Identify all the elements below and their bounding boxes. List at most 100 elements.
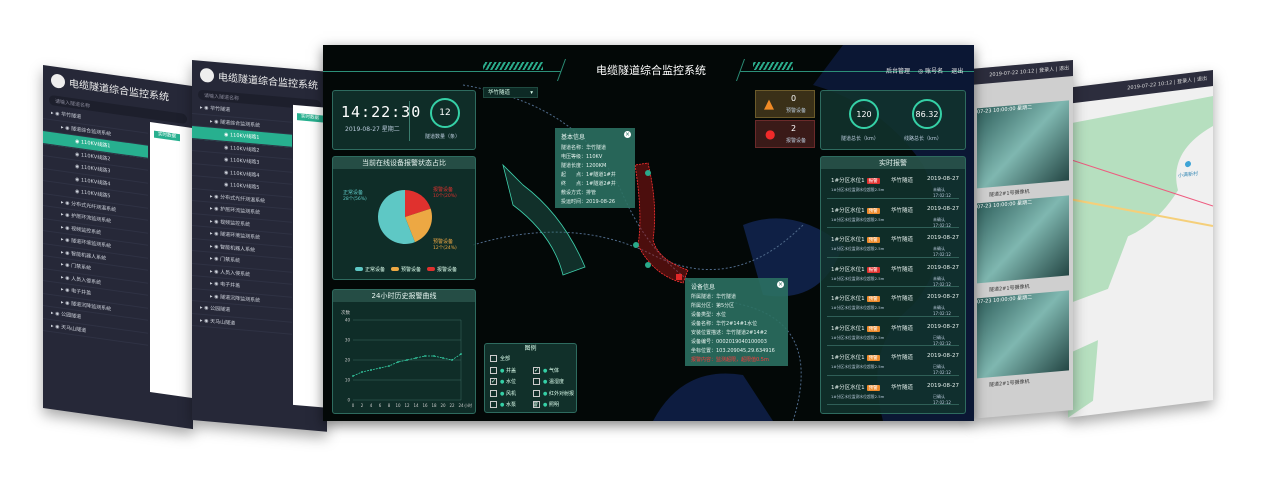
tunnel-select[interactable]: 华竹隧道 ▾ <box>483 87 538 98</box>
x-tick-label: 22 <box>449 403 455 408</box>
length-stats-panel: 120 隧道总长（km） 86.32 线路总长（km） <box>820 90 966 150</box>
data-point <box>379 367 381 369</box>
device-type-icon: ● <box>543 402 549 408</box>
device-type-icon: ● <box>500 367 506 374</box>
info-row: 电压等级：110KV <box>561 154 603 160</box>
top-bar: 2019-07-22 10:12 | 登录人 | 退出 <box>973 60 1073 85</box>
account-menu[interactable]: ◎ 账号名 <box>918 68 944 75</box>
pie-slice-0 <box>378 190 415 244</box>
legend-swatch <box>355 267 363 271</box>
data-point <box>451 359 453 361</box>
data-point <box>460 353 462 355</box>
back-screen-left-1: 电缆隧道综合监控系统 请输入隧道名称 ▸ ◉ 华竹隧道 ▸ ◉ 隧道综合监测系统 ◉… <box>43 65 193 430</box>
logout-link[interactable]: 退出 <box>951 68 964 75</box>
series-line <box>352 353 462 377</box>
alarm-item[interactable]: 1#分区水位1 报警 华竹隧道 2019-08-27 1#分区水位监测水位超限2.… <box>827 169 959 199</box>
level-badge: 预警 <box>866 384 880 391</box>
x-tick-label: 8 <box>388 403 391 408</box>
slice-value-label: 12个(24%) <box>433 245 457 251</box>
x-tick-label: 12 <box>404 403 410 408</box>
alarm-content: 报警内容：监测超限，超限值0.5m <box>691 357 769 363</box>
level-badge: 报警 <box>866 266 880 273</box>
alarm-device-box[interactable]: ● 2 报警设备 <box>755 120 815 148</box>
tab-realtime-data[interactable]: 实时数据 <box>297 113 323 123</box>
map-view[interactable] <box>1067 86 1214 418</box>
clock-date: 2019-08-27 星期二 <box>345 126 400 133</box>
y-tick-label: 40 <box>345 318 351 323</box>
close-icon[interactable]: × <box>777 281 784 288</box>
logo-icon <box>200 67 214 83</box>
back-screen-right-map: 2019-07-22 10:12 | 登录人 | 退出 小满新村 <box>1067 70 1214 418</box>
legend-checkbox[interactable]: ● 温湿度 <box>533 377 576 389</box>
y-tick-label: 20 <box>345 358 351 363</box>
alarm-item[interactable]: 1#分区水位1 预警 华竹隧道 2019-08-27 1#分区水位监测水位超限2.… <box>827 346 959 376</box>
tab-realtime-data[interactable]: 实时数据 <box>154 130 180 142</box>
y-axis-label: 次数 <box>341 309 350 316</box>
legend-checkbox[interactable]: ● 照明 <box>533 400 576 412</box>
alarm-item[interactable]: 1#分区水位1 报警 华竹隧道 2019-08-27 1#分区水位监测水位超限2.… <box>827 258 959 287</box>
content-area: 实时数据 <box>150 122 193 399</box>
content-area: 实时数据 <box>293 104 327 408</box>
info-row: 坐标位置：103.209045,29.634916 <box>691 348 775 354</box>
device-info-popup: 设备信息 × 所属隧道：华竹隧道 所属分区：第5分区 设备类型：水位 设备名称：华竹2… <box>685 278 788 366</box>
pie-chart: 正常设备28个(56%)正常设备预警设备12个(24%)预警设备报警设备10个(… <box>343 186 457 273</box>
alarm-list[interactable]: 1#分区水位1 报警 华竹隧道 2019-08-27 1#分区水位监测水位超限2.… <box>821 169 965 413</box>
data-point <box>424 355 426 357</box>
camera-feed[interactable]: 07-23 10:00:00 星期二 <box>977 100 1069 189</box>
x-tick-label: 10 <box>395 403 401 408</box>
camera-feed[interactable]: 07-23 10:00:00 星期二 <box>977 195 1069 284</box>
y-tick-label: 10 <box>345 378 351 383</box>
x-tick-label: 4 <box>370 403 373 408</box>
data-point <box>415 357 417 359</box>
back-screen-right-cameras: 2019-07-22 10:12 | 登录人 | 退出 07-23 10:00:… <box>973 60 1073 419</box>
legend-checkbox[interactable]: ✓ ● 水位 <box>490 378 516 385</box>
warning-device-box[interactable]: ▲ 0 预警设备 <box>755 90 815 118</box>
info-row: 设备类型：水位 <box>691 312 727 318</box>
device-type-icon: ● <box>543 379 549 385</box>
legend-checkbox[interactable]: ✓ ● 气体 <box>533 366 559 374</box>
alarm-item[interactable]: 1#分区水位1 预警 华竹隧道 2019-08-27 1#分区水位监测水位超限2.… <box>827 376 959 405</box>
back-screen-left-2: 电缆隧道综合监控系统 请输入隧道名称 ▸ ◉ 华竹隧道 ▸ ◉ 隧道综合监测系统 ◉… <box>192 60 327 432</box>
camera-feed[interactable]: 07-23 10:00:00 星期二 <box>977 290 1069 379</box>
legend-label: 正常设备 <box>365 266 385 273</box>
close-icon[interactable]: × <box>624 131 631 138</box>
legend-label: 报警设备 <box>437 266 457 273</box>
info-row: 所属分区：第5分区 <box>691 303 735 309</box>
siren-icon: ● <box>765 127 776 141</box>
y-tick-label: 30 <box>345 338 351 343</box>
info-row: 安装位置描述：华竹隧道2#14#2 <box>691 330 768 336</box>
alarm-marker <box>676 274 682 280</box>
device-marker <box>645 262 651 268</box>
panel-title: 当前在线设备报警状态占比 <box>333 157 475 169</box>
history-alarm-panel: 24小时历史报警曲线 次数 0 10 20 30 40 0 2 4 6 8 10 12 14 16 18 20 2… <box>332 289 476 414</box>
device-marker <box>645 170 651 176</box>
poi-icon <box>1185 161 1191 168</box>
alarm-ratio-panel: 当前在线设备报警状态占比 正常设备 28个(56%) 正常设备 预警设备 12个(24%… <box>332 156 476 280</box>
slice-value-label: 28个(56%) <box>343 196 367 202</box>
dashboard-main: 电缆隧道综合监控系统 后台管理 ◎ 账号名 退出 14:22:30 2019-0… <box>323 45 974 421</box>
legend-checkbox[interactable]: ● 风机 <box>490 389 533 401</box>
info-row: 设备编号：0002019040100003 <box>691 339 767 345</box>
chevron-down-icon: ▾ <box>530 90 533 96</box>
y-tick-label: 0 <box>347 398 350 403</box>
x-tick-label: 16 <box>422 403 428 408</box>
admin-link[interactable]: 后台管理 <box>886 68 911 75</box>
level-badge: 预警 <box>866 355 880 361</box>
device-type-icon: ● <box>543 367 549 374</box>
data-point <box>397 361 399 363</box>
alarm-item[interactable]: 1#分区水位1 预警 华竹隧道 2019-08-27 1#分区水位监测水位超限2.… <box>827 287 959 317</box>
legend-all-checkbox[interactable]: 全部 <box>485 354 576 366</box>
info-row: 投运时间：2019-08-26 <box>561 199 616 205</box>
line-length: 86.32 <box>912 99 942 129</box>
data-point <box>361 371 363 373</box>
info-row: 敷设方式：排管 <box>561 190 597 196</box>
info-row: 终 点：1#隧道2#井 <box>561 181 616 187</box>
alarm-item[interactable]: 1#分区水位1 预警 华竹隧道 2019-08-27 1#分区水位监测水位超限2.… <box>827 228 959 258</box>
device-type-icon: ● <box>500 390 506 397</box>
level-badge: 预警 <box>866 325 880 332</box>
legend-checkbox[interactable]: ● 红外对射报警 <box>533 389 574 408</box>
legend-checkbox[interactable]: ● 水泵 <box>490 400 533 412</box>
alarm-item[interactable]: 1#分区水位1 预警 华竹隧道 2019-08-27 1#分区水位监测水位超限2.… <box>827 317 959 346</box>
alarm-item[interactable]: 1#分区水位1 预警 华竹隧道 2019-08-27 1#分区水位监测水位超限2.… <box>827 199 959 228</box>
legend-checkbox[interactable]: ● 井盖 <box>490 366 533 378</box>
